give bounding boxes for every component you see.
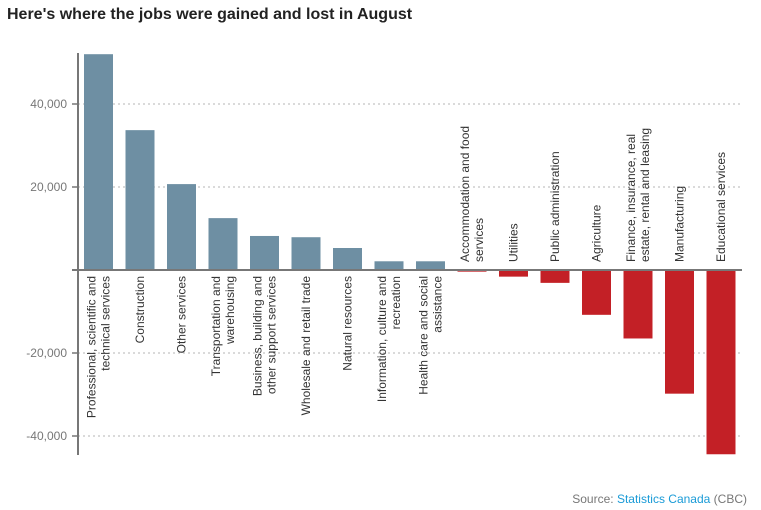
bars [84, 54, 736, 455]
category-label: Educational services [714, 152, 728, 262]
source-suffix: (CBC) [710, 492, 747, 506]
category-label-line: Construction [133, 276, 147, 343]
category-label-line: Business, building and [251, 276, 265, 396]
bar [665, 270, 694, 394]
category-label-line: other support services [265, 276, 279, 394]
category-label: Public administration [548, 151, 562, 262]
category-label: Professional, scientific andtechnical se… [85, 276, 113, 418]
category-label: Business, building andother support serv… [251, 276, 279, 396]
category-label: Transportation andwarehousing [209, 276, 237, 376]
category-label-line: Natural resources [341, 276, 355, 371]
category-label-line: services [472, 218, 486, 262]
category-label-line: recreation [389, 276, 403, 329]
category-label: Agriculture [590, 204, 604, 262]
y-tick-label: 20,000 [30, 180, 67, 194]
category-label: Other services [175, 276, 189, 353]
category-label: Health care and socialassistance [417, 276, 445, 395]
category-label-line: Health care and social [417, 276, 431, 395]
y-tick-label: 40,000 [30, 97, 67, 111]
category-label-line: Finance, insurance, real [624, 134, 638, 262]
bar [416, 261, 445, 270]
category-label: Natural resources [341, 276, 355, 371]
category-label-line: Transportation and [209, 276, 223, 376]
category-label-line: Other services [175, 276, 189, 353]
bar [208, 218, 238, 270]
bar [250, 235, 279, 270]
bar [540, 270, 570, 283]
y-tick-label: -20,000 [26, 346, 67, 360]
category-label-line: estate, rental and leasing [638, 128, 652, 262]
category-label: Construction [133, 276, 147, 343]
category-label-line: Utilities [507, 223, 521, 262]
source-prefix: Source: [572, 492, 617, 506]
category-label-line: Professional, scientific and [85, 276, 99, 418]
category-label-line: Educational services [714, 152, 728, 262]
category-label-line: Agriculture [590, 204, 604, 262]
bar [125, 130, 155, 270]
category-label-line: warehousing [223, 276, 237, 345]
bar [291, 237, 321, 270]
bar [499, 270, 528, 277]
category-label-line: Public administration [548, 151, 562, 262]
category-label-line: technical services [99, 276, 113, 371]
category-label: Manufacturing [673, 186, 687, 262]
bar [333, 248, 362, 270]
source-note: Source: Statistics Canada (CBC) [572, 492, 747, 506]
axes: 40,000 20,000 -20,000 -40,000 [26, 53, 742, 455]
bar [167, 184, 196, 270]
category-label-line: Accommodation and food [458, 126, 472, 262]
category-label: Wholesale and retail trade [299, 276, 313, 416]
category-label-line: assistance [431, 276, 445, 333]
bar [374, 261, 404, 270]
bar [623, 270, 653, 339]
category-label: Finance, insurance, realestate, rental a… [624, 128, 652, 262]
bar [84, 54, 113, 271]
category-label-line: Manufacturing [673, 186, 687, 262]
bar [582, 270, 611, 315]
source-link[interactable]: Statistics Canada [616, 492, 711, 506]
y-tick-label: -40,000 [26, 429, 67, 443]
gridlines [78, 103, 740, 437]
category-label: Information, culture andrecreation [375, 276, 403, 402]
category-label-line: Wholesale and retail trade [299, 276, 313, 416]
chart-title: Here's where the jobs were gained and lo… [7, 6, 413, 23]
category-label: Utilities [507, 223, 521, 262]
category-label: Accommodation and foodservices [458, 126, 486, 262]
bar [706, 270, 736, 455]
category-label-line: Information, culture and [375, 276, 389, 402]
category-labels: Professional, scientific andtechnical se… [85, 126, 729, 418]
